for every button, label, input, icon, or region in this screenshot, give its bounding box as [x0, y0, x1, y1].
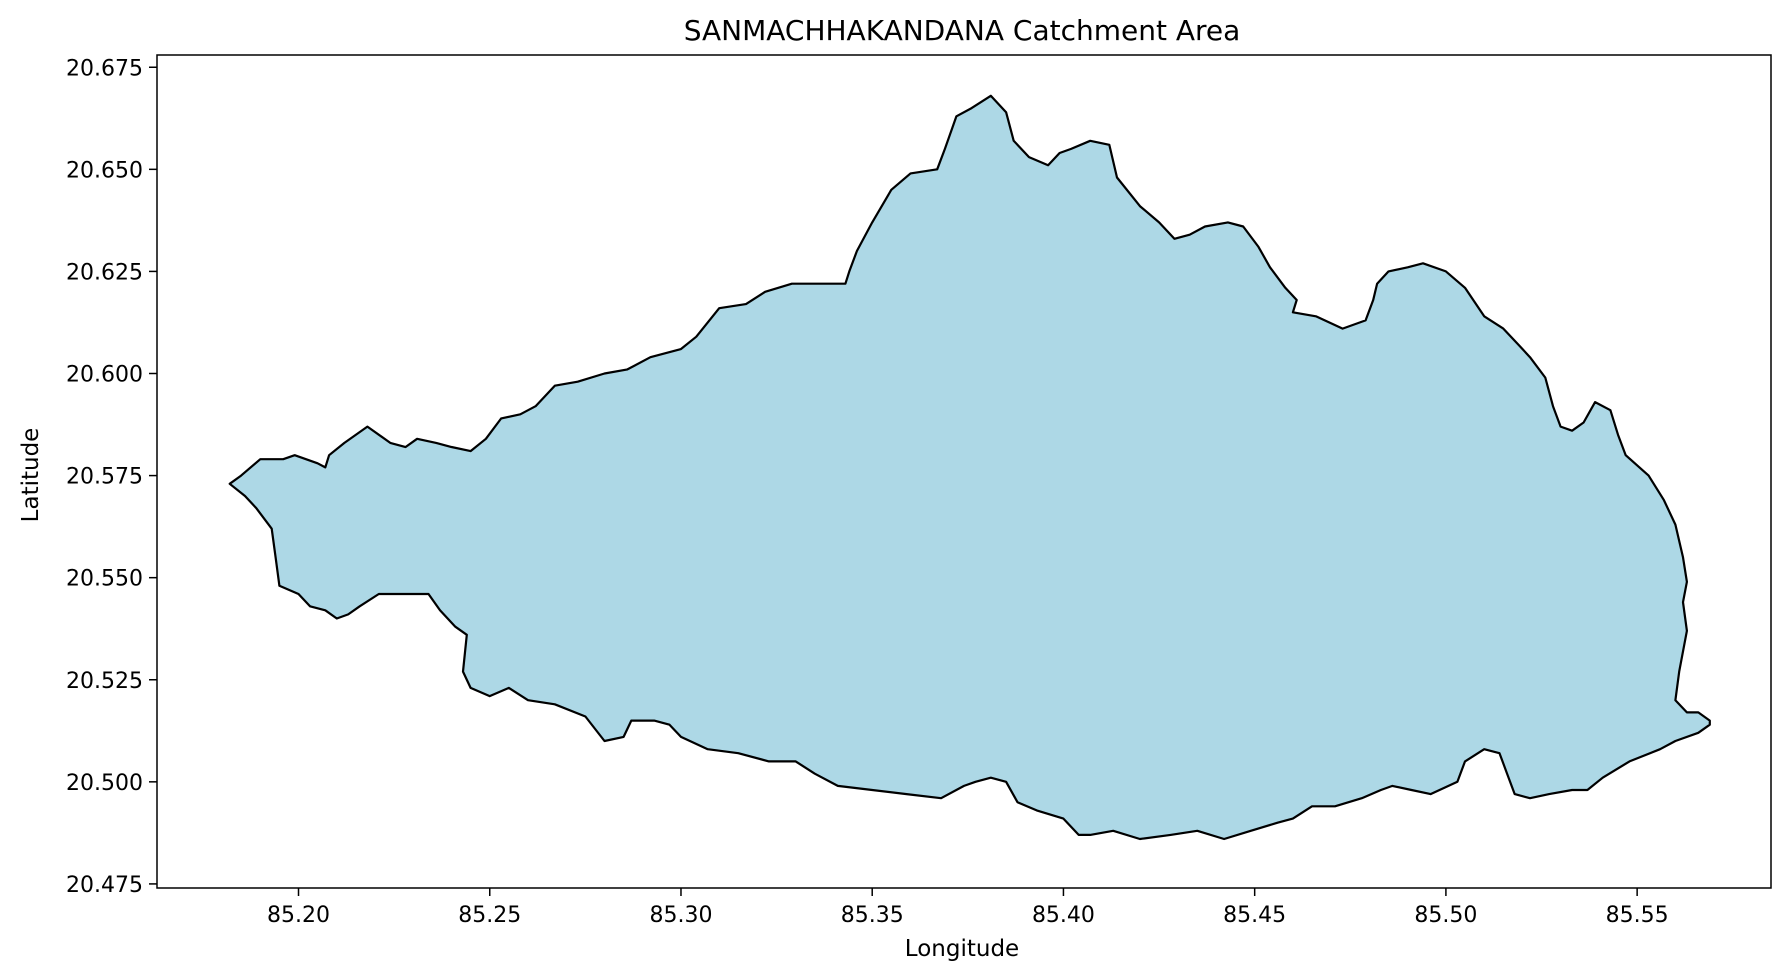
plot-area — [228, 94, 1711, 841]
y-tick-label: 20.475 — [66, 873, 143, 898]
plot-frame — [156, 54, 1772, 889]
y-axis: 20.475 20.500 20.525 20.550 20.575 20.600 20.6… — [66, 56, 157, 898]
y-tick-label: 20.675 — [66, 56, 143, 81]
y-tick-label: 20.650 — [66, 158, 143, 183]
y-tick-label: 20.550 — [66, 567, 143, 592]
x-tick-label: 85.35 — [841, 903, 904, 928]
x-tick-label: 85.45 — [1223, 903, 1286, 928]
x-tick-label: 85.30 — [649, 903, 712, 928]
y-tick-label: 20.525 — [66, 669, 143, 694]
x-tick-label: 85.20 — [267, 903, 330, 928]
x-tick-label: 85.25 — [458, 903, 521, 928]
y-tick-label: 20.600 — [66, 363, 143, 388]
y-axis-label: Latitude — [18, 428, 44, 523]
y-tick-label: 20.575 — [66, 465, 143, 490]
chart-title: SANMACHHAKANDANA Catchment Area — [684, 14, 1241, 47]
x-tick-label: 85.40 — [1032, 903, 1095, 928]
x-tick-label: 85.50 — [1414, 903, 1477, 928]
x-axis: 85.20 85.25 85.30 85.35 85.40 85.45 85.50 85.55 — [267, 888, 1669, 928]
x-tick-label: 85.55 — [1606, 903, 1669, 928]
x-axis-label: Longitude — [905, 936, 1019, 962]
y-tick-label: 20.500 — [66, 771, 143, 796]
y-tick-label: 20.625 — [66, 260, 143, 285]
catchment-boundary — [228, 94, 1711, 841]
